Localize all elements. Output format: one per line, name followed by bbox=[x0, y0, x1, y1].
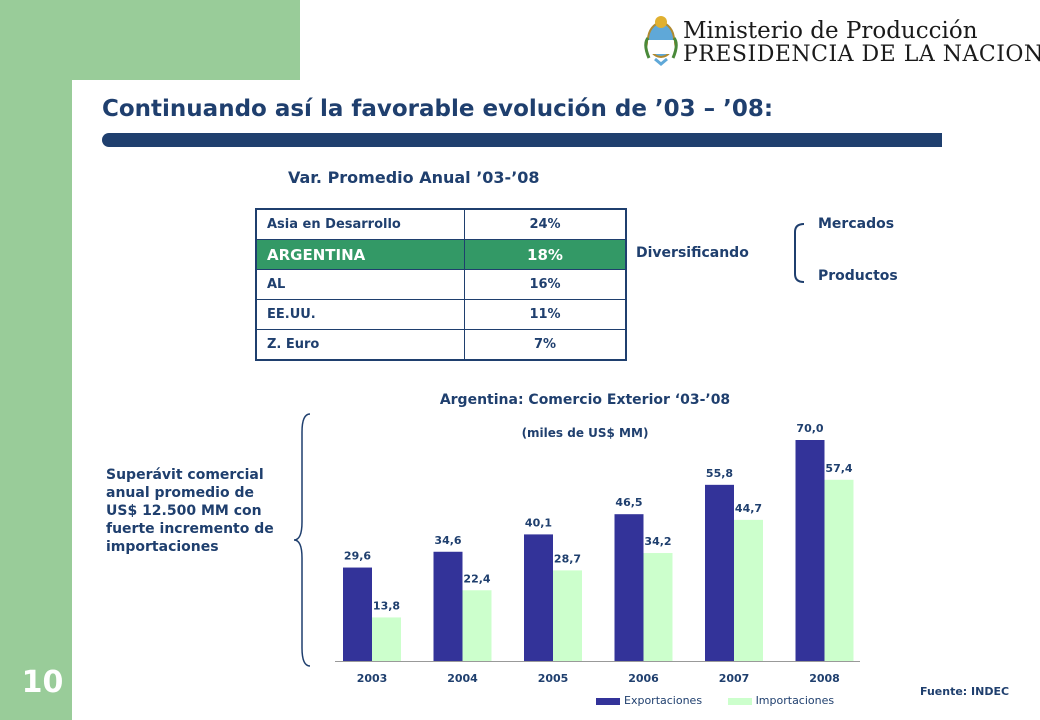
x-tick-label: 2008 bbox=[809, 672, 840, 685]
x-tick-label: 2006 bbox=[628, 672, 659, 685]
row-value: 24% bbox=[464, 208, 627, 240]
bar-importaciones-2006 bbox=[643, 553, 673, 661]
data-label: 34,6 bbox=[434, 534, 461, 547]
data-label: 40,1 bbox=[525, 516, 552, 529]
bar-exportaciones-2006 bbox=[614, 514, 644, 661]
growth-table: Asia en Desarrollo 24% ARGENTINA 18% AL … bbox=[255, 208, 627, 361]
bar-exportaciones-2008 bbox=[795, 440, 825, 661]
bar-importaciones-2005 bbox=[553, 570, 582, 661]
table-row-highlight: ARGENTINA 18% bbox=[255, 239, 627, 270]
row-value: 18% bbox=[464, 239, 627, 270]
presidency-name: PRESIDENCIA DE LA NACION bbox=[683, 42, 1040, 67]
brace-icon bbox=[293, 413, 311, 667]
bar-exportaciones-2004 bbox=[433, 551, 463, 661]
diversificando-label: Diversificando bbox=[636, 245, 749, 261]
row-name: ARGENTINA bbox=[255, 239, 465, 270]
row-value: 7% bbox=[464, 329, 627, 361]
legend-label-importaciones: Importaciones bbox=[755, 694, 835, 707]
bar-importaciones-2007 bbox=[734, 519, 763, 661]
left-green-band bbox=[0, 0, 72, 720]
bar-importaciones-2004 bbox=[462, 590, 492, 661]
row-value: 11% bbox=[464, 299, 627, 330]
superavit-text: Superávit comercial anual promedio de US… bbox=[106, 467, 274, 555]
legend-swatch-exportaciones bbox=[596, 697, 620, 705]
data-label: 57,4 bbox=[825, 462, 852, 475]
data-label: 46,5 bbox=[615, 496, 642, 509]
diversificando-item-productos: Productos bbox=[818, 268, 898, 284]
bracket-icon bbox=[794, 223, 805, 283]
title-underline-bar bbox=[102, 133, 942, 147]
bar-importaciones-2008 bbox=[824, 479, 854, 661]
top-green-band bbox=[0, 0, 300, 80]
data-label: 70,0 bbox=[796, 422, 823, 435]
ministry-name: Ministerio de Producción bbox=[683, 18, 978, 44]
row-name: Asia en Desarrollo bbox=[255, 208, 465, 240]
x-tick-label: 2004 bbox=[447, 672, 478, 685]
chart-title: Argentina: Comercio Exterior ‘03-’08 bbox=[439, 392, 731, 408]
source-note: Fuente: INDEC bbox=[920, 685, 1010, 698]
page-number: 10 bbox=[21, 665, 64, 700]
data-label: 55,8 bbox=[706, 467, 733, 480]
bar-exportaciones-2003 bbox=[343, 567, 372, 661]
x-tick-label: 2005 bbox=[538, 672, 569, 685]
chart-legend: Exportaciones Importaciones bbox=[596, 694, 834, 707]
row-name: AL bbox=[255, 269, 465, 300]
slide-title: Continuando así la favorable evolución d… bbox=[102, 96, 774, 122]
coat-of-arms-icon bbox=[643, 14, 679, 70]
row-value: 16% bbox=[464, 269, 627, 300]
diversificando-item-mercados: Mercados bbox=[818, 216, 895, 232]
data-label: 44,7 bbox=[735, 502, 762, 515]
table-row: EE.UU. 11% bbox=[255, 299, 627, 330]
data-label: 13,8 bbox=[373, 599, 400, 612]
legend-swatch-importaciones bbox=[727, 697, 752, 705]
var-table-title: Var. Promedio Anual ’03-’08 bbox=[288, 168, 540, 187]
row-name: EE.UU. bbox=[255, 299, 465, 330]
bar-exportaciones-2005 bbox=[524, 534, 553, 661]
table-row: AL 16% bbox=[255, 269, 627, 300]
data-label: 28,7 bbox=[554, 552, 581, 565]
data-label: 29,6 bbox=[344, 550, 371, 563]
row-name: Z. Euro bbox=[255, 329, 465, 361]
table-row: Z. Euro 7% bbox=[255, 329, 627, 361]
bar-importaciones-2003 bbox=[372, 617, 401, 661]
x-tick-label: 2007 bbox=[719, 672, 750, 685]
chart-subtitle: (miles de US$ MM) bbox=[521, 426, 649, 440]
x-tick-label: 2003 bbox=[357, 672, 388, 685]
data-label: 34,2 bbox=[644, 535, 671, 548]
table-row: Asia en Desarrollo 24% bbox=[255, 208, 627, 240]
data-label: 22,4 bbox=[463, 572, 490, 585]
legend-label-exportaciones: Exportaciones bbox=[624, 694, 703, 707]
bar-exportaciones-2007 bbox=[705, 484, 734, 661]
